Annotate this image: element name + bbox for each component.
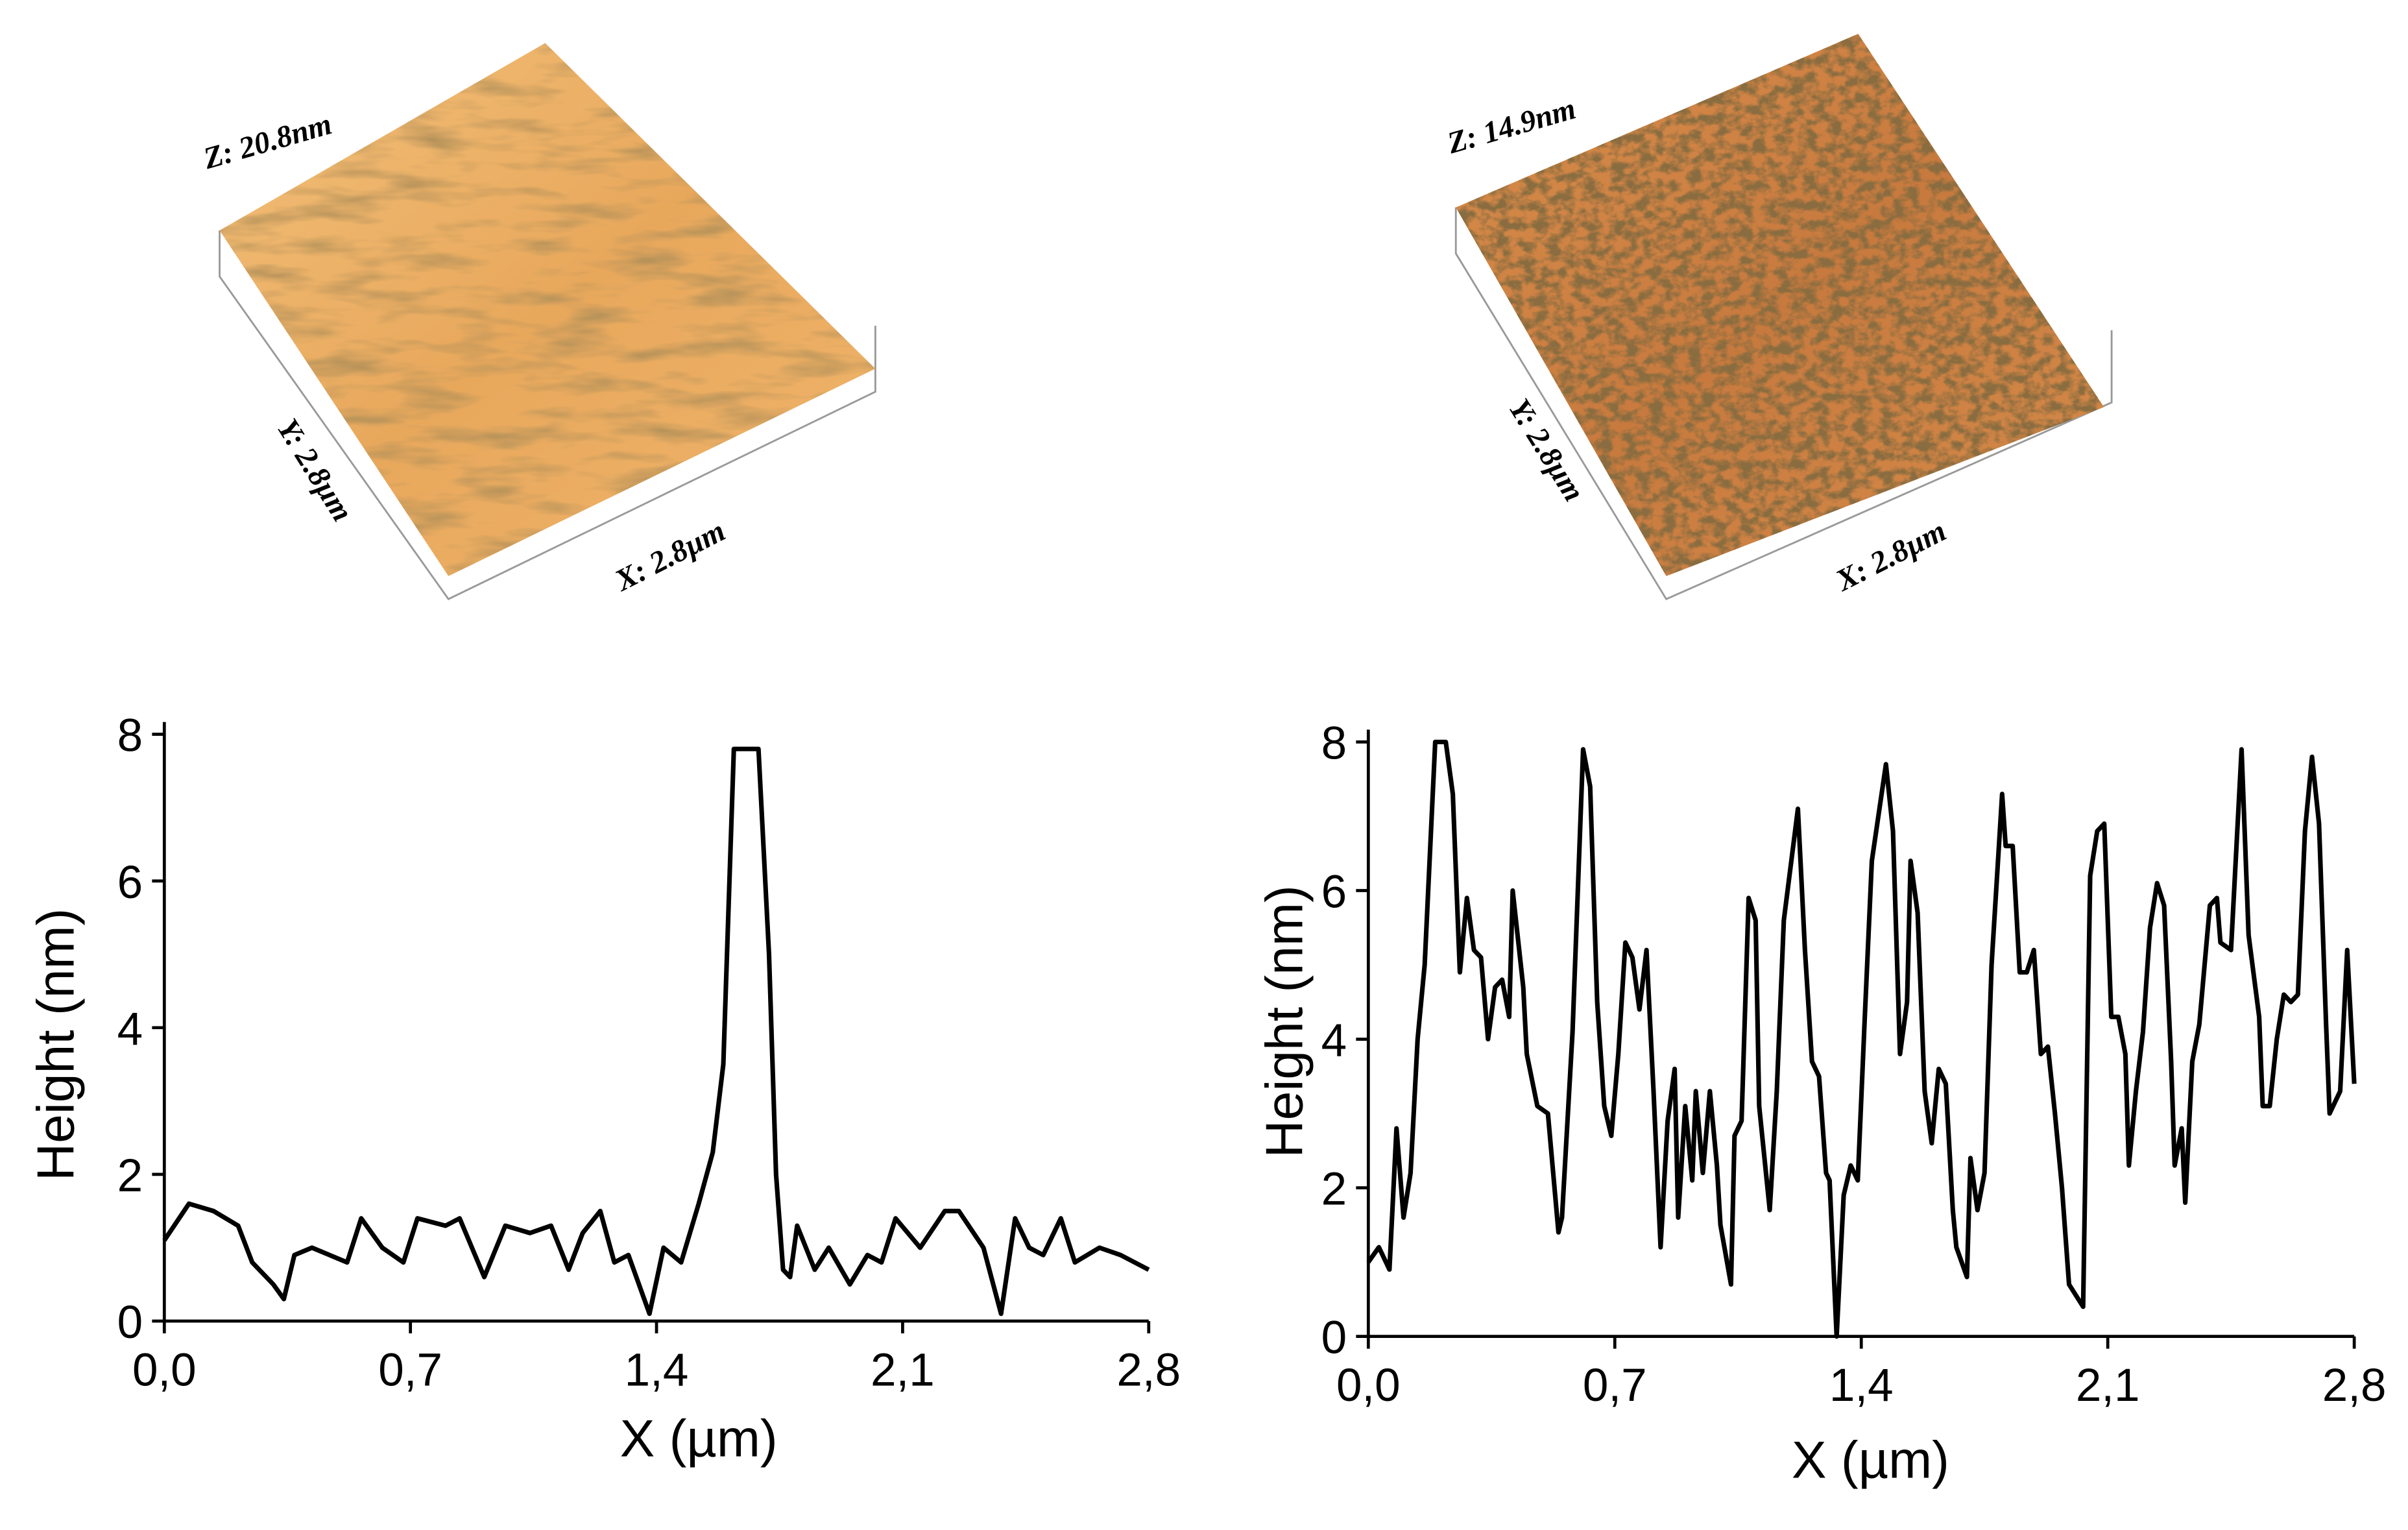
x-tick-label: 0,7 bbox=[1583, 1360, 1647, 1411]
y-tick-label: 2 bbox=[1321, 1164, 1347, 1215]
x-tick-label: 2,1 bbox=[871, 1344, 935, 1396]
x-tick-label: 2,8 bbox=[1116, 1344, 1181, 1396]
afm-image-right: Z: 14.9nm Y: 2.8µm X: 2.8µm bbox=[1443, 34, 2113, 601]
y-tick-label: 4 bbox=[1321, 1015, 1347, 1067]
y-axis-label: Height (nm) bbox=[1256, 885, 1314, 1158]
y-tick-label: 4 bbox=[117, 1004, 143, 1055]
y-tick-label: 6 bbox=[1321, 867, 1347, 918]
x-axis-label: X (µm) bbox=[1792, 1431, 1949, 1489]
afm-box bbox=[1454, 207, 2113, 601]
x-tick-label: 0,0 bbox=[1336, 1360, 1401, 1411]
afm-z-label: Z: 20.8nm bbox=[199, 107, 335, 176]
afm-z-label: Z: 14.9nm bbox=[1443, 92, 1580, 161]
y-tick-label: 8 bbox=[1321, 718, 1347, 770]
afm-box bbox=[219, 230, 876, 601]
afm-x-label: X: 2.8µm bbox=[608, 514, 730, 598]
afm-x-label: X: 2.8µm bbox=[1829, 514, 1951, 598]
y-tick-label: 0 bbox=[117, 1297, 143, 1348]
x-tick-label: 0,7 bbox=[378, 1344, 442, 1396]
y-tick-label: 8 bbox=[117, 710, 143, 762]
x-tick-label: 1,4 bbox=[1829, 1360, 1894, 1411]
afm-image-left: Z: 20.8nm Y: 2.8µm X: 2.8µm bbox=[199, 43, 876, 601]
x-tick-label: 2,1 bbox=[2076, 1360, 2140, 1411]
y-tick-label: 6 bbox=[117, 857, 143, 908]
x-tick-label: 1,4 bbox=[625, 1344, 689, 1396]
x-tick-label: 2,8 bbox=[2322, 1360, 2387, 1411]
afm-y-label: Y: 2.8µm bbox=[271, 413, 359, 527]
y-tick-label: 0 bbox=[1321, 1313, 1347, 1364]
x-axis-label: X (µm) bbox=[620, 1409, 778, 1468]
y-tick-label: 2 bbox=[117, 1150, 143, 1202]
y-axis-label: Height (nm) bbox=[27, 908, 86, 1181]
x-tick-label: 0,0 bbox=[132, 1344, 197, 1396]
profile-line bbox=[1366, 739, 2357, 1339]
profile-line bbox=[162, 746, 1150, 1317]
